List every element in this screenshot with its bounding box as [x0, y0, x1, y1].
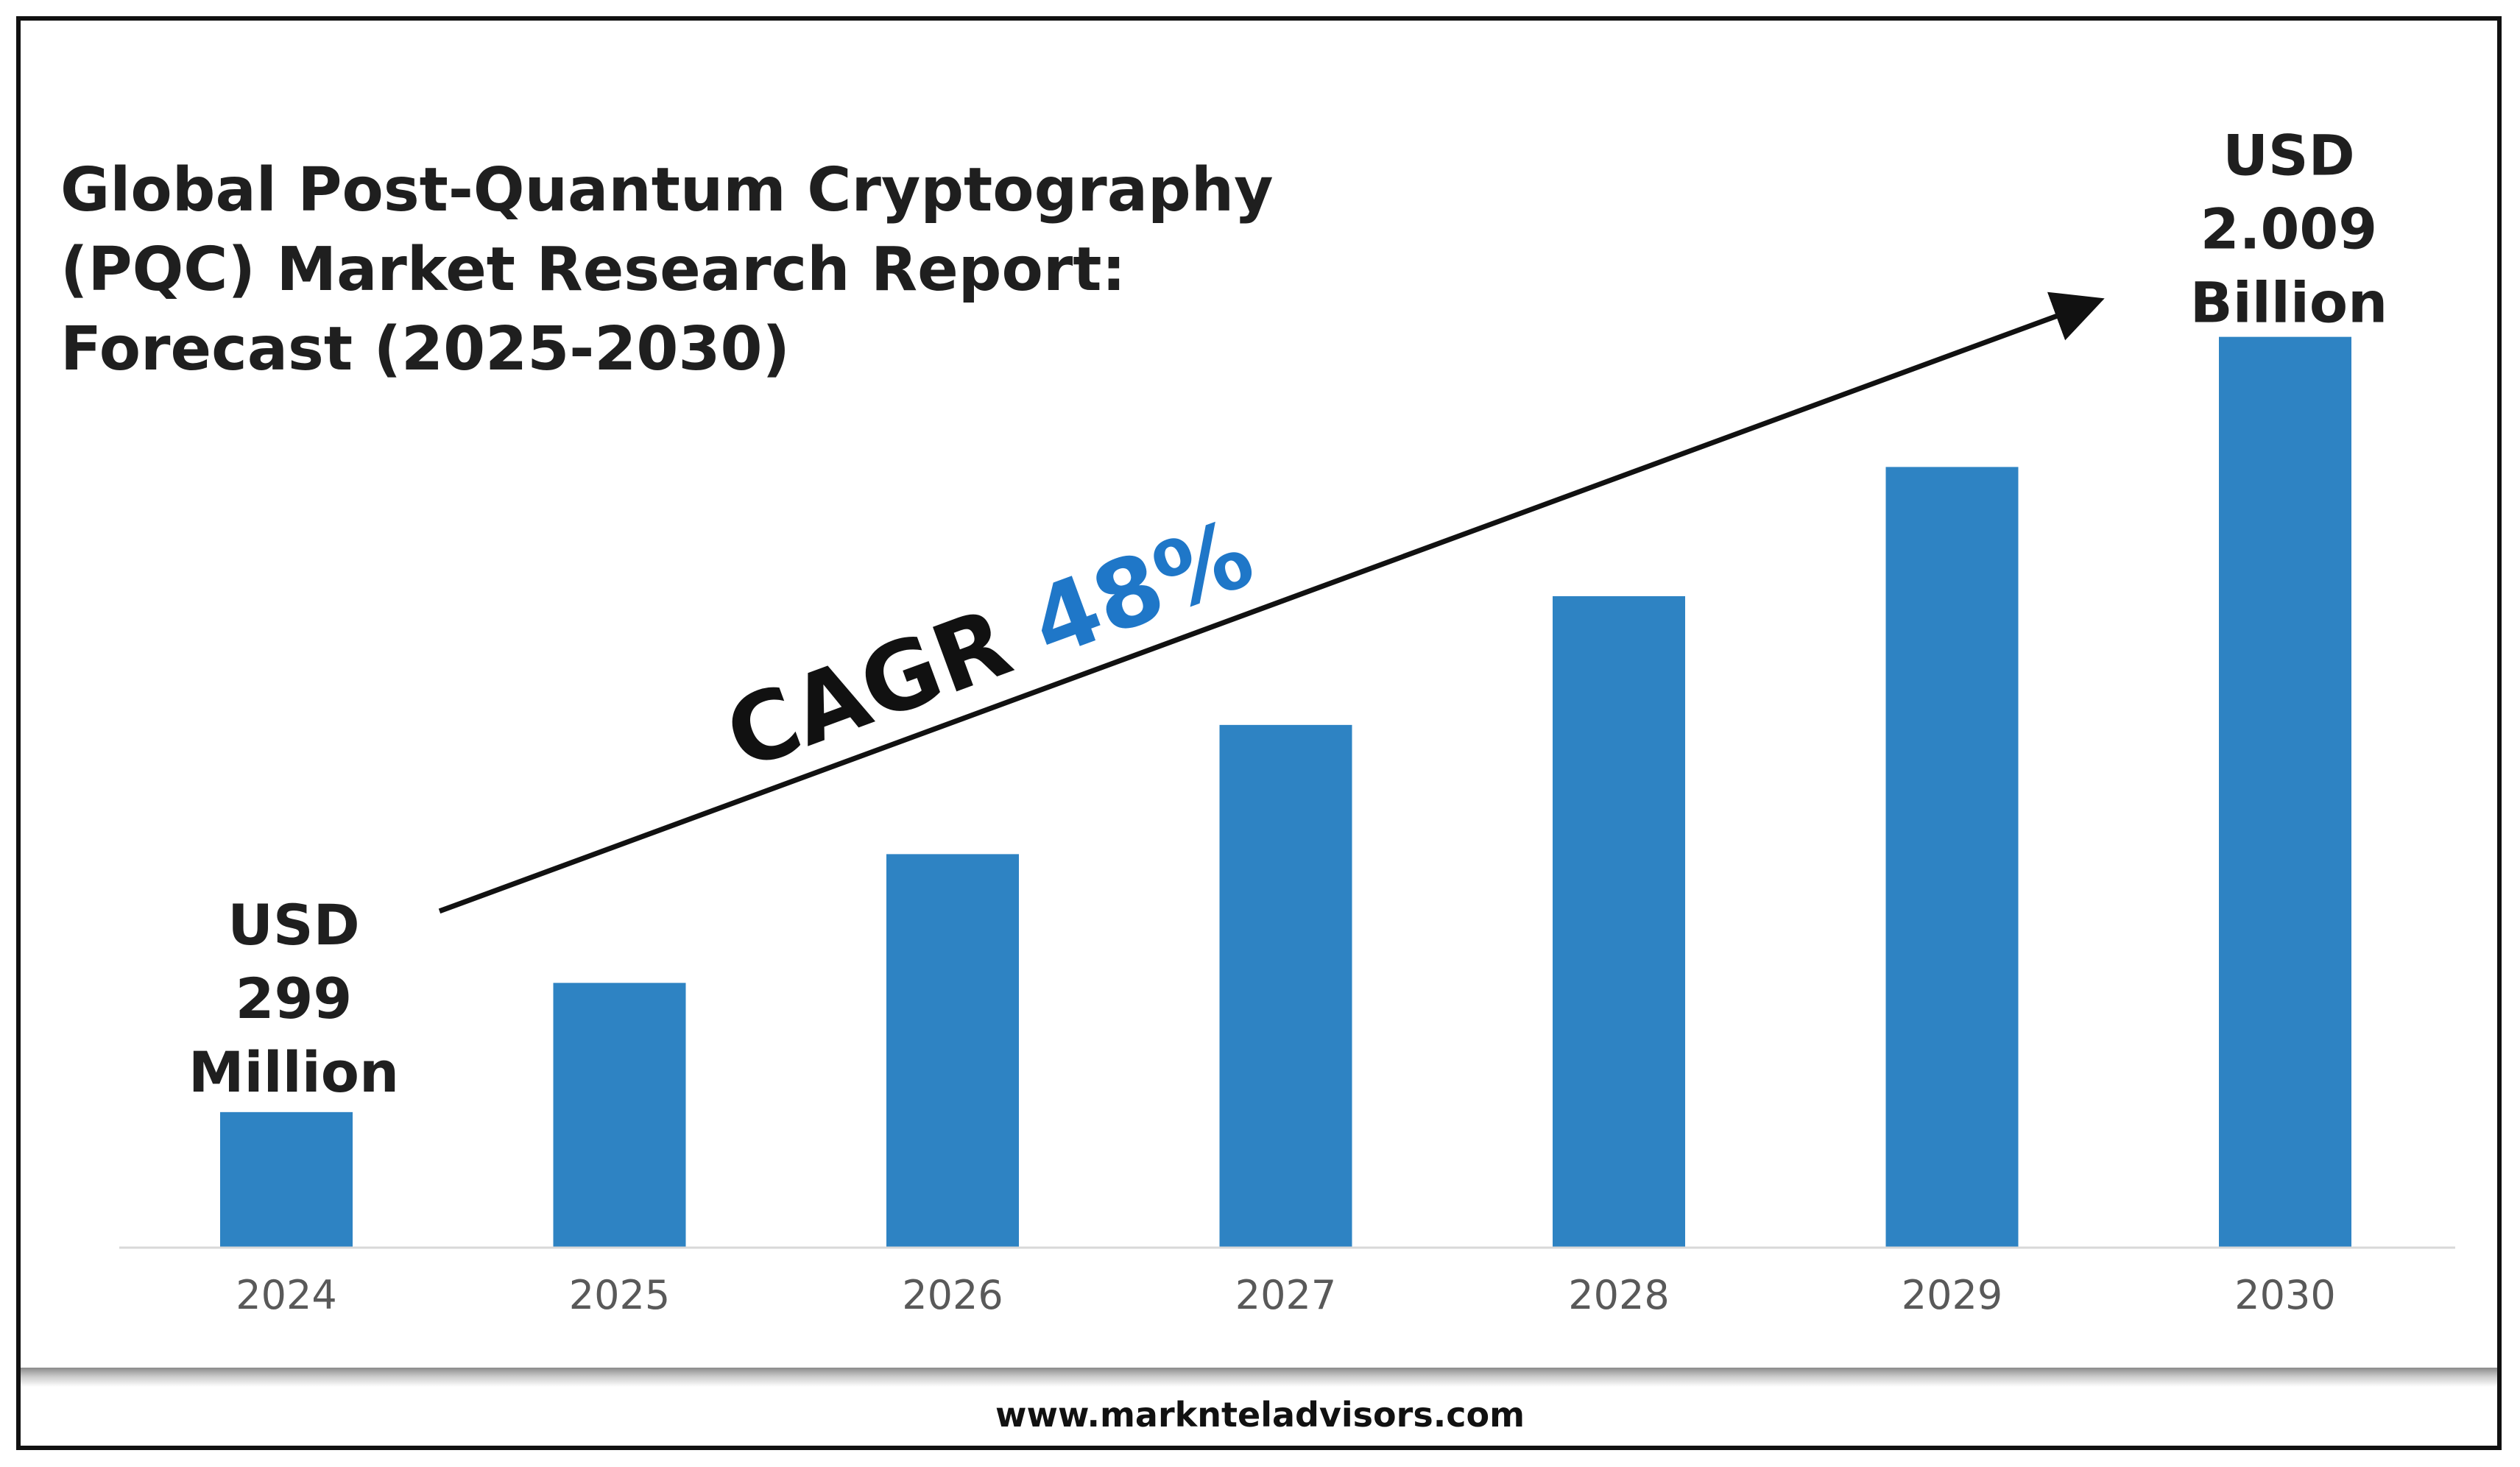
x-tick-label-2026: 2026	[902, 1272, 1003, 1318]
footer-url: www.marknteladvisors.com	[995, 1395, 1525, 1435]
bar-2026	[886, 854, 1019, 1248]
start-value-label: USD 299 Million	[188, 892, 399, 1105]
start-value-label-line-2: 299	[236, 966, 353, 1031]
bars-layer	[220, 336, 2351, 1248]
end-value-label-line-1: USD	[2223, 123, 2355, 188]
x-tick-label-2029: 2029	[1902, 1272, 2002, 1318]
footer-divider	[21, 1368, 2497, 1387]
bar-2030	[2219, 336, 2351, 1248]
x-tick-label-2025: 2025	[569, 1272, 670, 1318]
bar-2029	[1885, 467, 2019, 1248]
bar-2024	[220, 1111, 353, 1248]
bar-2028	[1553, 595, 1685, 1248]
x-tick-label-2024: 2024	[236, 1272, 336, 1318]
x-tick-label-2027: 2027	[1235, 1272, 1336, 1318]
start-value-label-line-1: USD	[227, 892, 360, 958]
cagr-annotation: CAGR 48%	[713, 498, 1267, 791]
chart-title: Global Post-Quantum Cryptography (PQC) M…	[60, 155, 1274, 384]
cagr-label: CAGR	[713, 576, 1055, 791]
end-value-label: USD 2.009 Billion	[2190, 123, 2387, 336]
end-value-label-line-3: Billion	[2190, 270, 2387, 336]
bar-2025	[553, 983, 686, 1248]
x-tick-labels: 2024 2025 2026 2027 2028 2029 2030	[236, 1272, 2335, 1318]
end-value-label-line-2: 2.009	[2200, 197, 2377, 262]
start-value-label-line-3: Million	[188, 1039, 399, 1105]
cagr-trend-arrow	[438, 291, 2105, 914]
x-tick-label-2028: 2028	[1568, 1272, 1669, 1318]
x-tick-label-2030: 2030	[2234, 1272, 2335, 1318]
bar-2027	[1219, 724, 1352, 1248]
